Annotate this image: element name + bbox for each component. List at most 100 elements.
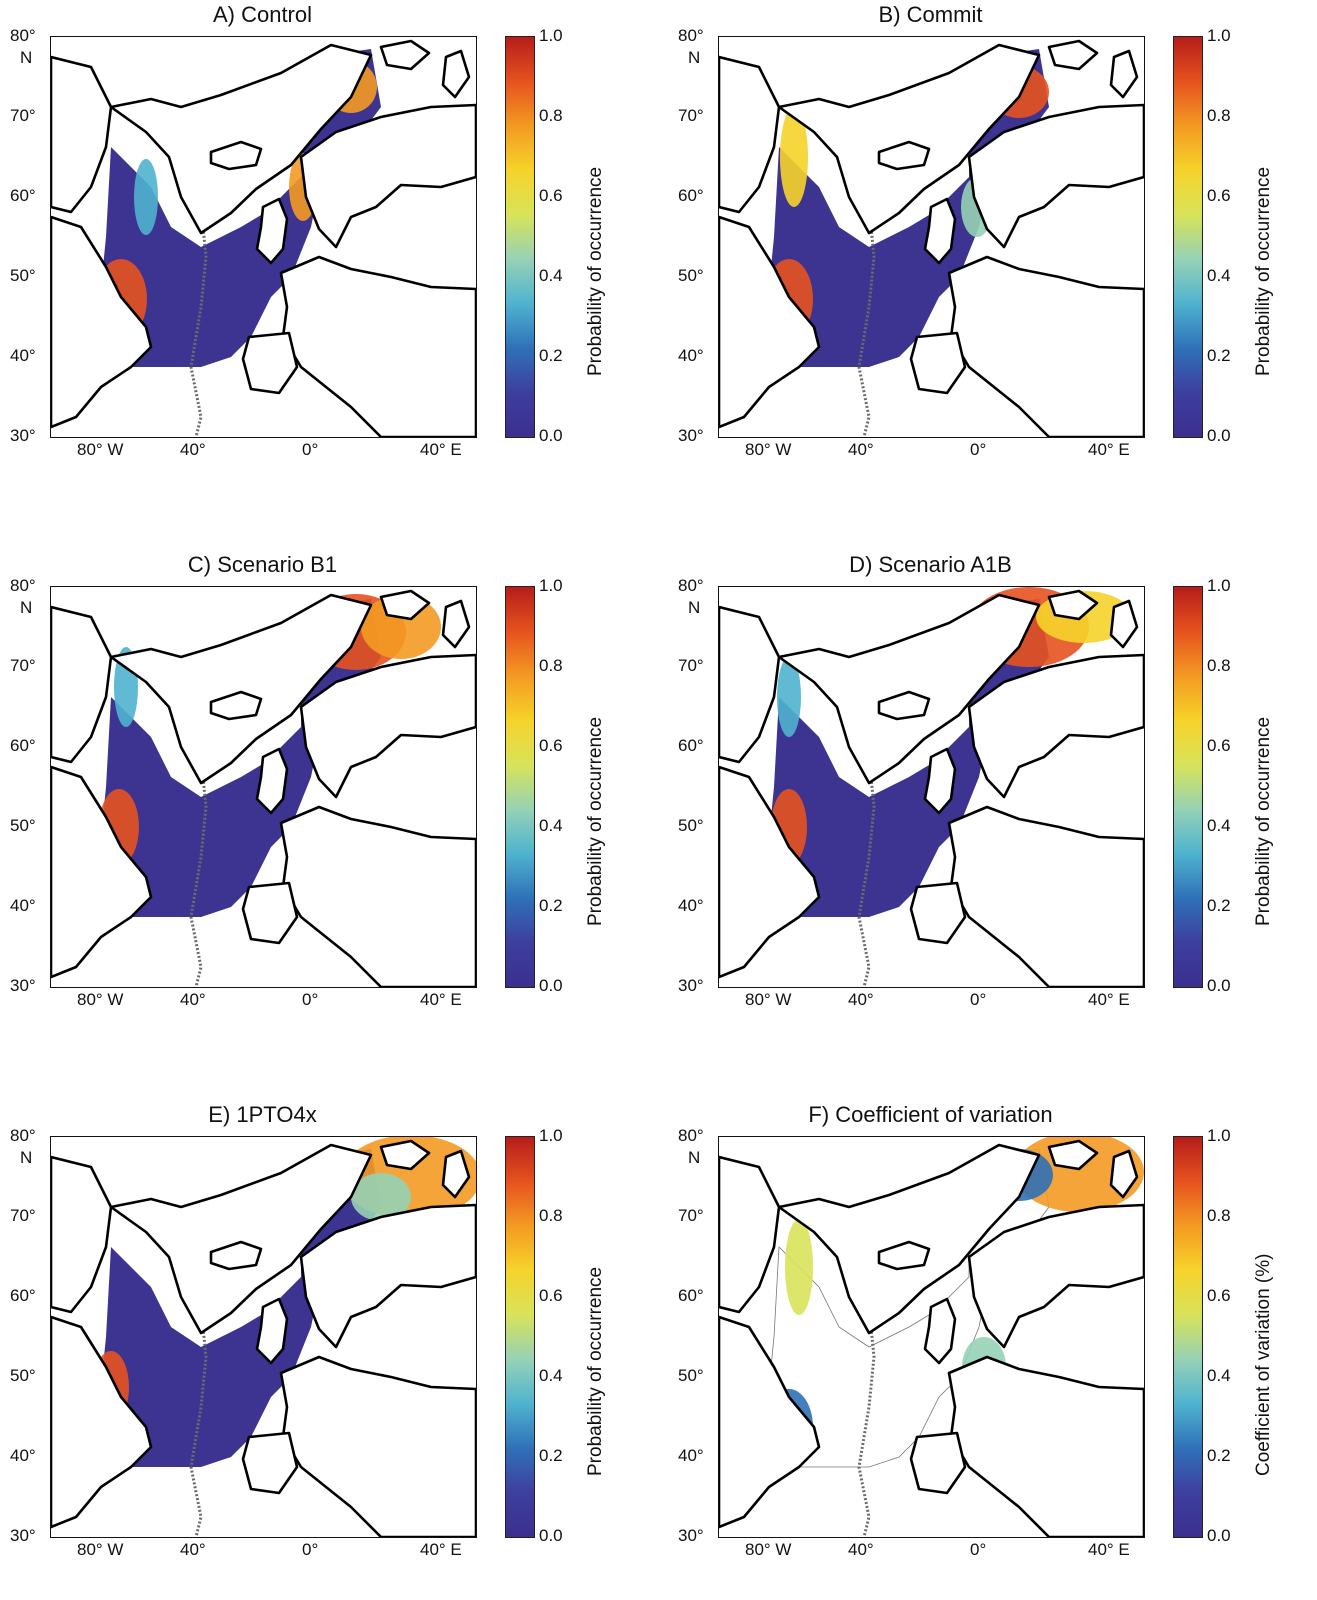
lat-tick-label: 80° bbox=[678, 576, 704, 595]
coastline bbox=[719, 765, 821, 979]
lon-tick-label: 40° bbox=[180, 440, 206, 459]
lon-tick-label: 40° bbox=[180, 990, 206, 1009]
panel-title: C) Scenario B1 bbox=[187, 552, 338, 577]
lat-unit-label: N bbox=[20, 48, 33, 67]
colorbar-tick-label: 1.0 bbox=[539, 26, 563, 45]
coastline bbox=[255, 197, 289, 265]
lat-unit-label: N bbox=[688, 48, 701, 67]
coastline bbox=[379, 1139, 431, 1171]
lat-tick-label: 60° bbox=[10, 186, 36, 205]
panel-f: F) Coefficient of variation 80° 70° 60° 50° 4… bbox=[668, 1100, 1317, 1600]
colorbar-tick-label: 0.2 bbox=[1207, 1446, 1231, 1465]
lon-tick-label: 0° bbox=[970, 440, 987, 459]
probability-hotspot bbox=[777, 657, 801, 737]
lat-unit-label: N bbox=[20, 1148, 33, 1167]
colorbar bbox=[1173, 1136, 1203, 1538]
colorbar-tick-label: 0.2 bbox=[539, 346, 563, 365]
coastline bbox=[909, 331, 967, 395]
lat-tick-label: 80° bbox=[10, 576, 36, 595]
lat-tick-label: 70° bbox=[678, 656, 704, 675]
probability-hotspot bbox=[785, 1219, 813, 1315]
lat-tick-label: 80° bbox=[10, 1126, 36, 1145]
lat-tick-label: 60° bbox=[678, 186, 704, 205]
lon-tick-label: 80° W bbox=[77, 440, 124, 459]
lon-tick-label: 80° W bbox=[745, 990, 792, 1009]
colorbar bbox=[1173, 586, 1203, 988]
lat-tick-label: 50° bbox=[678, 266, 704, 285]
coastline bbox=[109, 43, 373, 235]
colorbar-title: Coefficient of variation (%) bbox=[1253, 1253, 1274, 1476]
coastline bbox=[51, 605, 113, 764]
map-frame bbox=[718, 586, 1145, 988]
colorbar-tick-label: 0.6 bbox=[539, 186, 563, 205]
coastline bbox=[241, 331, 299, 395]
lat-tick-label: 30° bbox=[10, 426, 36, 445]
coastline bbox=[719, 605, 781, 764]
colorbar-tick-label: 0.0 bbox=[1207, 1526, 1231, 1545]
coastline bbox=[279, 255, 476, 437]
coastline bbox=[947, 255, 1144, 437]
lon-tick-label: 40° E bbox=[420, 440, 462, 459]
coastline bbox=[51, 1155, 113, 1314]
colorbar-tick-label: 1.0 bbox=[1207, 1126, 1231, 1145]
coastline bbox=[1109, 49, 1139, 99]
colorbar-tick-label: 0.2 bbox=[1207, 896, 1231, 915]
lat-tick-label: 40° bbox=[678, 896, 704, 915]
lat-tick-label: 70° bbox=[10, 1206, 36, 1225]
coastline bbox=[923, 747, 957, 815]
coastline bbox=[967, 103, 1144, 249]
panel-e: E) 1PTO4x 80° 70° 60° 50° 40° 30° N 80° W 40° 0° 40… bbox=[0, 1100, 660, 1600]
lat-tick-label: 80° bbox=[10, 26, 36, 45]
colorbar-title: Probability of occurrence bbox=[1253, 716, 1274, 926]
map-frame bbox=[50, 586, 477, 988]
colorbar-tick-label: 0.8 bbox=[1207, 106, 1231, 125]
colorbar-tick-label: 0.8 bbox=[539, 106, 563, 125]
coastline bbox=[379, 589, 431, 621]
lon-tick-label: 40° E bbox=[420, 1540, 462, 1559]
coastline bbox=[877, 1240, 931, 1271]
lat-tick-label: 40° bbox=[10, 896, 36, 915]
coastline bbox=[909, 1431, 967, 1495]
colorbar-tick-label: 0.4 bbox=[1207, 266, 1231, 285]
map-frame bbox=[718, 36, 1145, 438]
lat-tick-label: 70° bbox=[10, 656, 36, 675]
lat-tick-label: 70° bbox=[678, 1206, 704, 1225]
colorbar-tick-label: 0.6 bbox=[539, 1286, 563, 1305]
colorbar-tick-label: 0.6 bbox=[1207, 1286, 1231, 1305]
coastline bbox=[441, 599, 471, 649]
colorbar-title: Probability of occurrence bbox=[1253, 166, 1274, 376]
lon-tick-label: 40° bbox=[848, 990, 874, 1009]
lat-tick-label: 80° bbox=[678, 1126, 704, 1145]
panel-title: D) Scenario A1B bbox=[849, 552, 1012, 577]
lat-tick-label: 50° bbox=[678, 1366, 704, 1385]
coastline bbox=[379, 39, 431, 71]
colorbar-tick-label: 1.0 bbox=[1207, 576, 1231, 595]
lat-tick-label: 80° bbox=[678, 26, 704, 45]
coastline bbox=[719, 215, 821, 429]
coastline bbox=[1047, 39, 1099, 71]
coastline bbox=[51, 765, 153, 979]
coastline bbox=[51, 1315, 153, 1529]
lat-tick-label: 60° bbox=[678, 1286, 704, 1305]
map-svg bbox=[719, 39, 1144, 437]
coastline bbox=[299, 103, 476, 249]
coastline bbox=[777, 593, 1041, 785]
coastline bbox=[1109, 599, 1139, 649]
colorbar-tick-label: 0.2 bbox=[1207, 346, 1231, 365]
lat-tick-label: 30° bbox=[678, 976, 704, 995]
map-svg bbox=[51, 39, 476, 437]
lat-tick-label: 60° bbox=[10, 736, 36, 755]
probability-hotspot bbox=[134, 159, 158, 235]
lat-tick-label: 50° bbox=[678, 816, 704, 835]
map-frame bbox=[718, 1136, 1145, 1538]
lon-tick-label: 80° W bbox=[77, 1540, 124, 1559]
lon-tick-label: 40° bbox=[848, 440, 874, 459]
colorbar-tick-label: 0.2 bbox=[539, 896, 563, 915]
colorbar-title: Probability of occurrence bbox=[585, 1266, 606, 1476]
colorbar-title: Probability of occurrence bbox=[585, 716, 606, 926]
lat-tick-label: 30° bbox=[678, 426, 704, 445]
coastline bbox=[909, 881, 967, 945]
lat-tick-label: 30° bbox=[10, 976, 36, 995]
map-frame bbox=[50, 1136, 477, 1538]
lat-tick-label: 50° bbox=[10, 266, 36, 285]
